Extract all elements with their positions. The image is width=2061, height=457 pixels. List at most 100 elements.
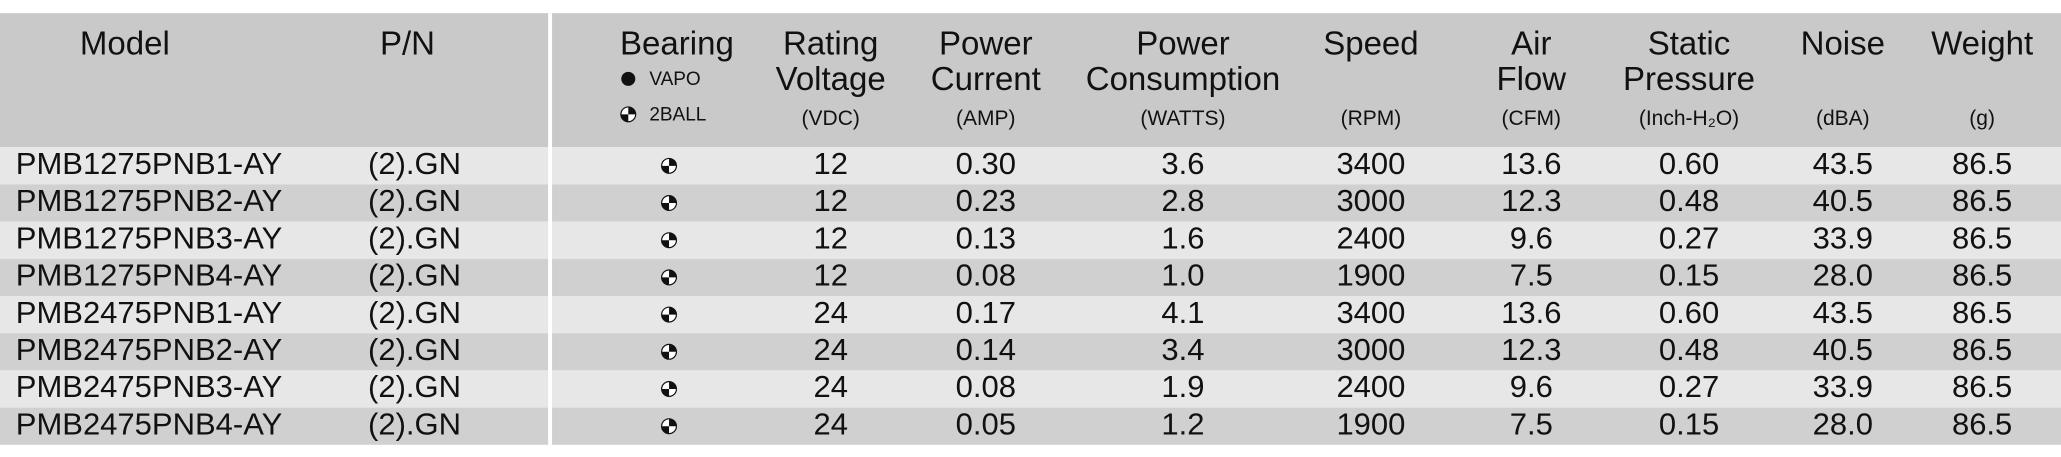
icon-wedge [662, 419, 676, 433]
column-header: Model [80, 25, 170, 62]
legend-label: 2BALL [649, 105, 706, 126]
table-cell: 1900 [1336, 406, 1405, 441]
column-header: P/N [380, 25, 435, 62]
ball-bearing-icon [620, 106, 637, 123]
table-cell: 0.48 [1659, 183, 1719, 218]
table-cell: (2).GN [368, 258, 461, 293]
column-unit: (Inch-H₂O) [1639, 107, 1739, 130]
table-cell: 0.17 [956, 295, 1016, 330]
table-cell: 9.6 [1510, 220, 1553, 255]
table-cell: 9.6 [1510, 369, 1553, 404]
table-cell: PMB1275PNB2-AY [16, 183, 283, 218]
table-cell: 3000 [1336, 332, 1405, 367]
table-cell: 12 [813, 258, 847, 293]
table-cell: 33.9 [1813, 220, 1873, 255]
table-cell: 86.5 [1952, 220, 2012, 255]
table-cell: 43.5 [1813, 146, 1873, 181]
table-cell: 12.3 [1501, 332, 1561, 367]
table-cell: (2).GN [368, 146, 461, 181]
icon-wedge [621, 107, 636, 122]
table-cell: 12 [813, 220, 847, 255]
ball-bearing-icon [661, 232, 678, 249]
table-cell: PMB2475PNB2-AY [16, 332, 283, 367]
table-cell: 3.6 [1161, 146, 1204, 181]
table-cell: 3.4 [1161, 332, 1204, 367]
table-cell: 12 [813, 183, 847, 218]
icon-wedge [662, 307, 676, 322]
row-bg [0, 184, 2061, 222]
table-cell: PMB2475PNB4-AY [16, 406, 283, 441]
table-cell: 24 [813, 369, 847, 404]
row-bg [0, 147, 2061, 185]
table-cell: 0.30 [956, 146, 1016, 181]
table-cell: 0.14 [956, 332, 1016, 367]
table-cell: 7.5 [1510, 258, 1553, 293]
table-cell: 0.08 [956, 369, 1016, 404]
table-cell: 13.6 [1501, 146, 1561, 181]
table-cell: 7.5 [1510, 406, 1553, 441]
table-cell: 40.5 [1813, 183, 1873, 218]
table-cell: 33.9 [1813, 369, 1873, 404]
ball-bearing-icon [661, 157, 678, 174]
column-unit: (AMP) [956, 107, 1016, 130]
table-cell: (2).GN [368, 220, 461, 255]
table-cell: 86.5 [1952, 146, 2012, 181]
row-bg [0, 407, 2061, 445]
table-cell: (2).GN [368, 183, 461, 218]
column-header: Air [1511, 25, 1551, 62]
table-cell: 0.15 [1659, 406, 1719, 441]
column-header: Static [1648, 25, 1731, 62]
table-cell: 1.2 [1161, 406, 1204, 441]
table-cell: 86.5 [1952, 406, 2012, 441]
table-cell: 0.05 [956, 406, 1016, 441]
table-cell: (2).GN [368, 369, 461, 404]
table-cell: 2.8 [1161, 183, 1204, 218]
column-unit: (WATTS) [1140, 107, 1225, 130]
table-cell: 13.6 [1501, 295, 1561, 330]
table-cell: 24 [813, 332, 847, 367]
row-bg [0, 258, 2061, 297]
table-cell: 28.0 [1813, 406, 1873, 441]
table-cell: 40.5 [1813, 332, 1873, 367]
ball-bearing-icon [661, 343, 678, 360]
column-header: Weight [1931, 25, 2033, 62]
row-bg [0, 370, 2061, 408]
table-cell: 0.27 [1659, 369, 1719, 404]
table-cell: 24 [813, 406, 847, 441]
table-cell: 28.0 [1813, 258, 1873, 293]
icon-wedge [662, 345, 676, 359]
table-cell: PMB2475PNB1-AY [16, 295, 283, 330]
icon-wedge [662, 233, 676, 248]
table-cell: 0.13 [956, 220, 1016, 255]
legend-label: VAPO [649, 69, 700, 90]
table-cell: 3400 [1336, 295, 1405, 330]
table-cell: 3400 [1336, 146, 1405, 181]
table-cell: 0.08 [956, 258, 1016, 293]
table-cell: 24 [813, 295, 847, 330]
column-unit: (CFM) [1502, 107, 1561, 130]
ball-bearing-icon [661, 306, 678, 323]
table-cell: PMB1275PNB3-AY [16, 220, 283, 255]
table-cell: 86.5 [1952, 295, 2012, 330]
row-bg [0, 296, 2061, 334]
icon-wedge [662, 382, 676, 396]
table-cell: 0.15 [1659, 258, 1719, 293]
column-unit: (dBA) [1816, 107, 1870, 130]
icon-wedge [662, 196, 676, 210]
table-cell: 12 [813, 146, 847, 181]
column-header: Flow [1496, 60, 1566, 97]
table-cell: 4.1 [1161, 295, 1204, 330]
table-cell: 1.9 [1161, 369, 1204, 404]
column-header: Noise [1801, 25, 1885, 62]
column-header: Rating [783, 25, 878, 62]
table-cell: (2).GN [368, 332, 461, 367]
ball-bearing-icon [661, 381, 678, 398]
column-header: Speed [1323, 25, 1418, 62]
table-cell: (2).GN [368, 295, 461, 330]
column-header: Consumption [1086, 60, 1280, 97]
column-header: Current [931, 60, 1041, 97]
table-cell: PMB1275PNB4-AY [16, 258, 283, 293]
row-bg [0, 333, 2061, 371]
vapo-icon [621, 71, 636, 86]
